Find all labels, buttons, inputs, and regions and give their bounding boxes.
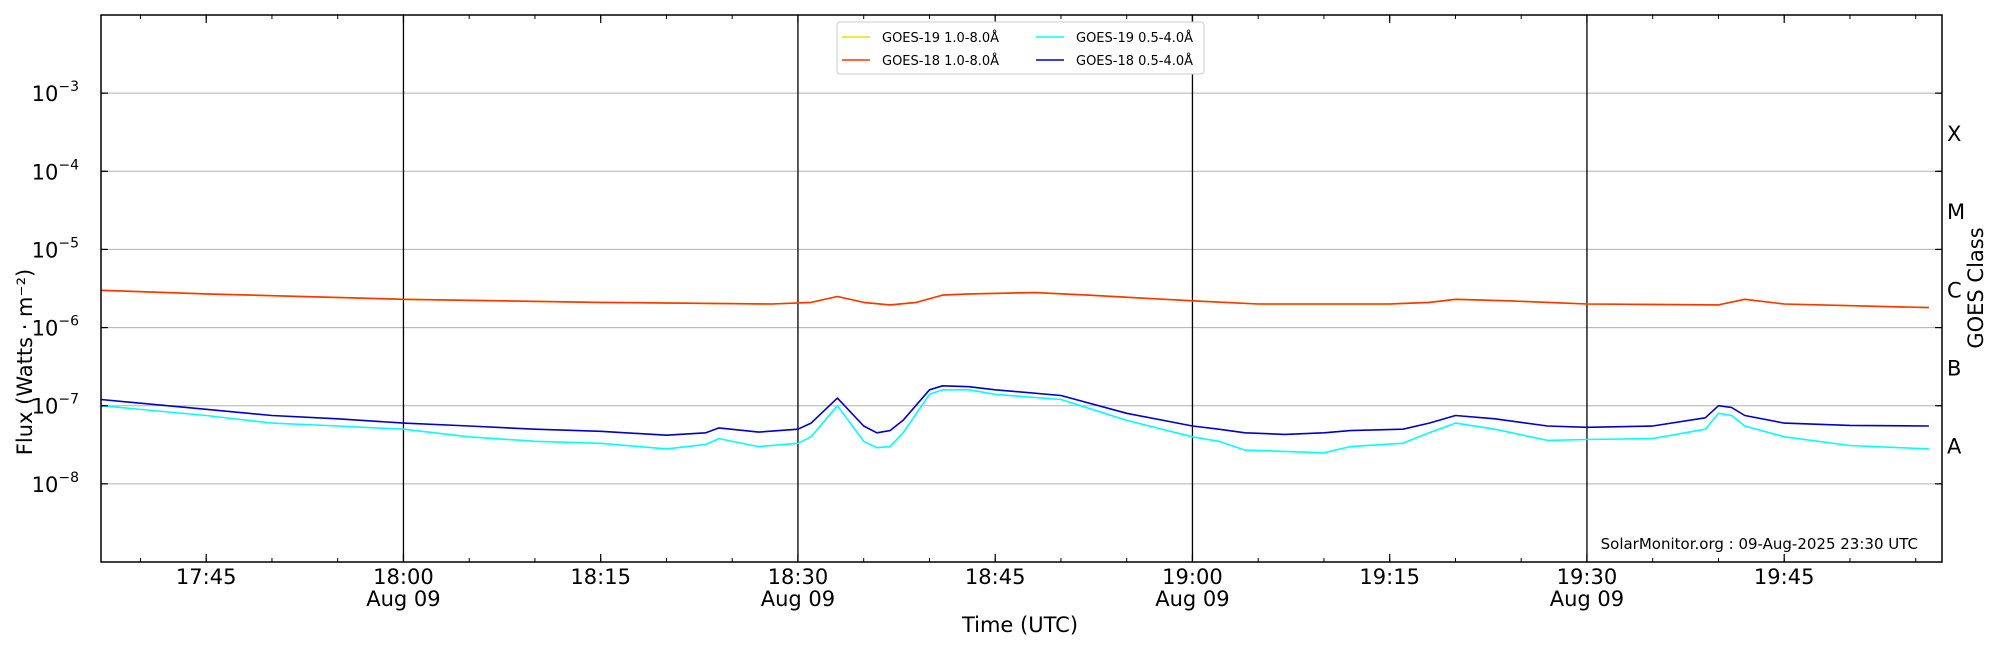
x-tick-date-label: Aug 09	[1155, 587, 1229, 611]
goes-class-label: X	[1947, 122, 1961, 146]
day-boundary-lines	[402, 15, 1588, 562]
goes-class-label: M	[1947, 200, 1965, 224]
x-tick-label: 19:45	[1754, 565, 1815, 589]
legend-label: GOES-19 0.5-4.0Å	[1076, 30, 1193, 46]
plot-frame	[100, 14, 1943, 563]
x-tick-date-label: Aug 09	[761, 587, 835, 611]
x-tick-date-label: Aug 09	[1550, 587, 1624, 611]
y-tick-label: 10−8	[32, 470, 79, 497]
goes-class-label: B	[1947, 356, 1961, 380]
y-tick-label: 10−5	[32, 235, 79, 262]
y-tick-label: 10−3	[32, 79, 79, 106]
goes-class-labels: X M C B A	[1947, 122, 1965, 459]
x-tick-label: 19:00	[1162, 565, 1223, 589]
grid-lines	[101, 92, 1942, 485]
legend-label: GOES-18 1.0-8.0Å	[882, 53, 999, 69]
x-tick-label: 19:15	[1359, 565, 1420, 589]
series-lines	[100, 289, 1929, 454]
axis-ticks	[101, 14, 1942, 563]
goes-class-label: A	[1947, 435, 1962, 459]
series-line	[100, 388, 1929, 454]
y-tick-label: 10−6	[32, 314, 79, 341]
series-line	[100, 384, 1929, 437]
legend-label: GOES-18 0.5-4.0Å	[1076, 53, 1193, 69]
legend-box	[836, 21, 1205, 75]
y-tick-labels: 10−3 10−4 10−5 10−6 10−7 10−8	[32, 79, 79, 497]
x-tick-label: 18:00	[373, 565, 434, 589]
x-tick-label: 19:30	[1557, 565, 1618, 589]
x-tick-label: 18:30	[768, 565, 829, 589]
y-tick-label: 10−7	[32, 392, 79, 419]
series-line	[100, 289, 1929, 309]
x-tick-date-label: Aug 09	[366, 587, 440, 611]
x-tick-label: 17:45	[176, 565, 237, 589]
y-axis-label: Flux (Watts · m⁻²)	[13, 269, 37, 455]
right-axis-label: GOES Class	[1964, 227, 1988, 348]
x-tick-label: 18:15	[570, 565, 631, 589]
legend-label: GOES-19 1.0-8.0Å	[882, 30, 999, 46]
legend: GOES-19 1.0-8.0Å GOES-19 0.5-4.0Å GOES-18 …	[836, 21, 1205, 75]
x-axis-label: Time (UTC)	[961, 613, 1078, 637]
footer-credit: SolarMonitor.org : 09-Aug-2025 23:30 UTC	[1601, 535, 1918, 553]
x-tick-label: 18:45	[965, 565, 1026, 589]
goes-class-label: C	[1947, 278, 1962, 302]
y-tick-label: 10−4	[32, 157, 79, 184]
